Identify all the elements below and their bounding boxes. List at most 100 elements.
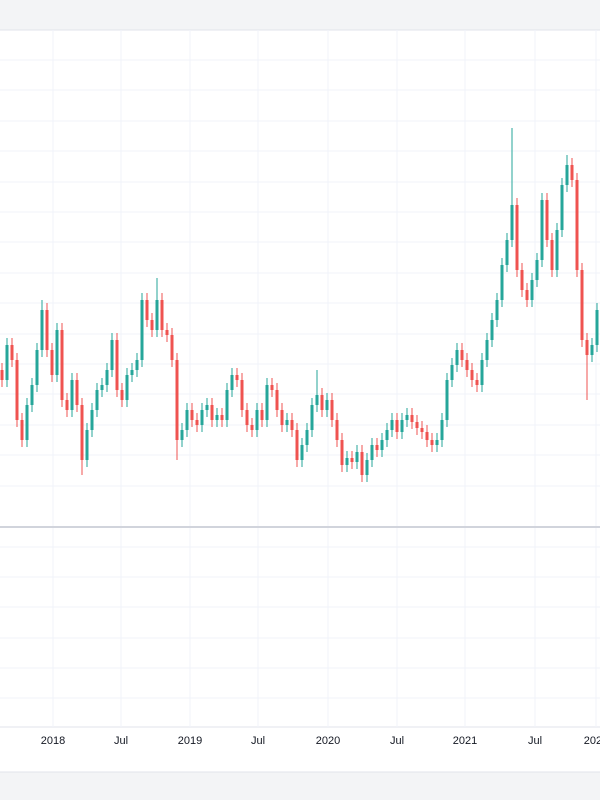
candle-body [185, 410, 189, 430]
candle-body [305, 430, 309, 445]
candle-body [70, 380, 74, 410]
candle-body [410, 415, 414, 422]
candle-body [260, 410, 264, 420]
candle-body [30, 385, 34, 405]
candle-body [535, 260, 539, 280]
candle-body [110, 340, 114, 370]
candle-body [325, 400, 329, 410]
candle-body [95, 390, 99, 410]
candle-body [295, 430, 299, 460]
candle-body [10, 345, 14, 360]
candle-body [205, 405, 209, 410]
candle-body [590, 345, 594, 355]
candle-body [580, 270, 584, 340]
candle-body [285, 420, 289, 425]
candle-body [515, 205, 519, 270]
candle-body [135, 360, 139, 370]
candle-body [530, 280, 534, 300]
candle-body [440, 420, 444, 440]
candle-body [130, 370, 134, 375]
candle-body [230, 375, 234, 390]
top-toolbar [0, 0, 600, 30]
candle-body [340, 440, 344, 465]
candle-body [180, 430, 184, 440]
candles [0, 128, 599, 482]
candle-body [500, 265, 504, 300]
candle-body [100, 385, 104, 390]
candle-body [25, 405, 29, 440]
candle-body [215, 415, 219, 420]
candle-body [225, 390, 229, 420]
candle-body [45, 310, 49, 350]
candle-body [115, 340, 119, 390]
candle-body [155, 300, 159, 330]
candle-body [125, 375, 129, 400]
candle-body [85, 430, 89, 460]
candle-body [585, 340, 589, 355]
candle-body [35, 350, 39, 385]
candle-body [525, 290, 529, 300]
x-tick-label: 2022 [584, 735, 600, 747]
grid [0, 30, 600, 727]
candle-body [400, 420, 404, 432]
candle-body [300, 445, 304, 460]
candle-body [485, 340, 489, 360]
x-tick-label: Jul [251, 735, 265, 747]
candle-body [120, 390, 124, 400]
candle-body [455, 350, 459, 365]
candle-body [470, 370, 474, 380]
candle-body [560, 185, 564, 230]
candle-body [190, 410, 194, 420]
candle-body [245, 410, 249, 425]
candle-body [405, 415, 409, 420]
candle-body [15, 360, 19, 420]
candle-body [355, 452, 359, 462]
bottom-toolbar [0, 772, 600, 800]
candle-body [465, 360, 469, 370]
time-axis: 2018 Jul 2019 Jul 2020 Jul 2021 Jul 2022 [41, 735, 600, 747]
candle-body [90, 410, 94, 430]
candle-body [395, 420, 399, 432]
candle-body [555, 230, 559, 270]
candle-body [550, 240, 554, 270]
candle-body [390, 420, 394, 430]
lower-pane-grid [0, 546, 600, 699]
candle-body [480, 360, 484, 385]
candle-body [50, 350, 54, 375]
candle-body [575, 180, 579, 270]
x-tick-label: 2021 [453, 735, 477, 747]
candle-body [310, 405, 314, 430]
candle-body [570, 165, 574, 180]
candle-body [330, 400, 334, 420]
candle-body [220, 415, 224, 420]
candle-body [200, 410, 204, 425]
candle-body [270, 385, 274, 390]
candle-body [520, 270, 524, 290]
candle-body [140, 300, 144, 360]
candle-body [495, 300, 499, 320]
candle-body [335, 420, 339, 440]
candle-body [255, 410, 259, 430]
candle-body [380, 440, 384, 450]
candle-body [375, 445, 379, 450]
candle-body [60, 330, 64, 400]
x-tick-label: 2019 [178, 735, 202, 747]
candle-body [5, 345, 9, 380]
candle-body [240, 380, 244, 410]
candle-body [595, 310, 599, 345]
candle-body [280, 410, 284, 425]
candle-body [370, 445, 374, 460]
candle-body [540, 200, 544, 260]
candle-body [165, 330, 169, 335]
candle-body [265, 385, 269, 420]
candle-body [105, 370, 109, 385]
candle-body [435, 440, 439, 445]
candle-body [545, 200, 549, 240]
x-tick-label: 2018 [41, 735, 65, 747]
candle-body [320, 395, 324, 410]
candle-body [315, 395, 319, 405]
candle-body [475, 380, 479, 385]
candle-body [160, 300, 164, 330]
candle-body [460, 350, 464, 360]
